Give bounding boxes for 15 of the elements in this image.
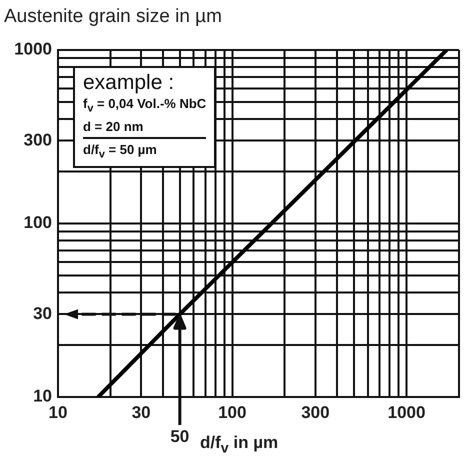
annotation: f$_{v}$ = 0,04 Vol.-% NbC bbox=[83, 95, 206, 117]
y-tick-label: 30 bbox=[33, 304, 52, 323]
y-axis-title: Austenite grain size in µm bbox=[4, 6, 222, 28]
annotation: example : bbox=[83, 71, 176, 95]
x-axis-title: d/f$_{v}$ in µm bbox=[200, 433, 278, 456]
annotation: d = 20 nm bbox=[83, 118, 144, 135]
x-tick-label: 1000 bbox=[388, 402, 426, 422]
x-tick-label: 100 bbox=[218, 402, 246, 422]
annotation: d/f$_{v}$ = 50 µm bbox=[83, 136, 206, 164]
y-tick-label: 300 bbox=[24, 130, 52, 150]
y-tick-label: 1000 bbox=[14, 40, 52, 59]
x-tick-label: 300 bbox=[301, 402, 330, 422]
x-tick-label: 30 bbox=[132, 402, 151, 422]
y-tick-label: 100 bbox=[24, 213, 52, 232]
annotation: 50 bbox=[170, 427, 190, 446]
